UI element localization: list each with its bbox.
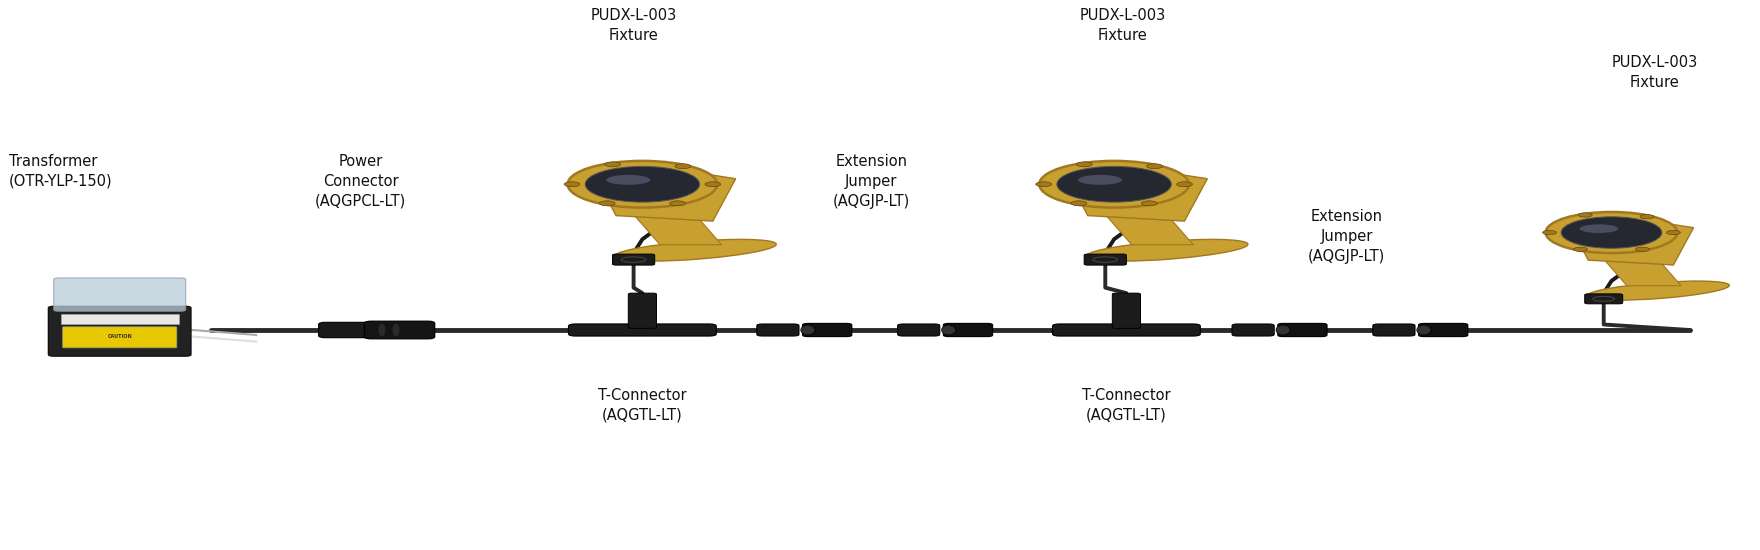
FancyBboxPatch shape [319, 322, 377, 338]
Circle shape [1142, 201, 1158, 206]
Text: Extension
Jumper
(AQGJP-LT): Extension Jumper (AQGJP-LT) [832, 154, 910, 208]
Ellipse shape [614, 239, 776, 261]
Circle shape [1070, 201, 1088, 206]
Ellipse shape [1040, 161, 1190, 207]
FancyBboxPatch shape [612, 254, 655, 265]
Ellipse shape [1086, 239, 1248, 261]
Circle shape [1077, 162, 1093, 167]
Ellipse shape [1276, 325, 1290, 335]
FancyBboxPatch shape [568, 324, 716, 336]
Ellipse shape [1561, 217, 1661, 248]
FancyBboxPatch shape [1584, 294, 1623, 304]
Circle shape [1635, 247, 1649, 251]
Circle shape [1640, 214, 1654, 219]
Circle shape [1667, 230, 1681, 235]
Polygon shape [595, 168, 736, 221]
Ellipse shape [1586, 281, 1730, 300]
FancyBboxPatch shape [1112, 293, 1140, 328]
FancyBboxPatch shape [628, 293, 656, 328]
FancyBboxPatch shape [1278, 323, 1327, 337]
Circle shape [1035, 182, 1052, 187]
FancyBboxPatch shape [803, 323, 852, 337]
FancyBboxPatch shape [898, 324, 940, 336]
Circle shape [598, 201, 616, 206]
FancyBboxPatch shape [1052, 324, 1200, 336]
Text: T-Connector
(AQGTL-LT): T-Connector (AQGTL-LT) [1082, 388, 1170, 422]
Text: Extension
Jumper
(AQGJP-LT): Extension Jumper (AQGJP-LT) [1308, 209, 1385, 263]
FancyBboxPatch shape [1373, 324, 1415, 336]
FancyBboxPatch shape [1232, 324, 1274, 336]
Circle shape [671, 201, 686, 206]
Ellipse shape [584, 166, 700, 202]
Circle shape [704, 182, 722, 187]
FancyBboxPatch shape [60, 314, 180, 324]
Ellipse shape [392, 323, 400, 337]
Circle shape [565, 182, 581, 187]
FancyBboxPatch shape [48, 306, 192, 356]
Ellipse shape [1417, 325, 1431, 335]
FancyBboxPatch shape [1419, 323, 1468, 337]
Polygon shape [634, 214, 722, 245]
Ellipse shape [1545, 212, 1677, 253]
FancyBboxPatch shape [53, 278, 187, 311]
Circle shape [674, 164, 690, 169]
Text: Power
Connector
(AQGPCL-LT): Power Connector (AQGPCL-LT) [315, 154, 407, 208]
Ellipse shape [1056, 166, 1172, 202]
Ellipse shape [1077, 175, 1123, 185]
Ellipse shape [605, 175, 651, 185]
Polygon shape [1105, 214, 1193, 245]
Ellipse shape [1580, 224, 1619, 233]
Circle shape [1579, 213, 1593, 217]
Circle shape [1146, 164, 1162, 169]
Text: T-Connector
(AQGTL-LT): T-Connector (AQGTL-LT) [598, 388, 686, 422]
Polygon shape [1603, 259, 1681, 286]
FancyBboxPatch shape [62, 327, 176, 348]
Ellipse shape [568, 161, 718, 207]
Text: CAUTION: CAUTION [107, 334, 132, 339]
Circle shape [1177, 182, 1193, 187]
Polygon shape [1067, 168, 1207, 221]
Ellipse shape [378, 323, 385, 337]
Ellipse shape [942, 325, 956, 335]
Circle shape [1542, 230, 1556, 235]
Text: PUDX-L-003
Fixture: PUDX-L-003 Fixture [1079, 8, 1167, 43]
FancyBboxPatch shape [943, 323, 993, 337]
FancyBboxPatch shape [1084, 254, 1126, 265]
Text: PUDX-L-003
Fixture: PUDX-L-003 Fixture [1610, 55, 1698, 90]
FancyBboxPatch shape [757, 324, 799, 336]
Circle shape [1573, 247, 1588, 251]
Circle shape [605, 162, 621, 167]
Text: Transformer
(OTR-YLP-150): Transformer (OTR-YLP-150) [9, 154, 113, 189]
Text: PUDX-L-003
Fixture: PUDX-L-003 Fixture [590, 8, 678, 43]
Polygon shape [1570, 218, 1693, 265]
Ellipse shape [801, 325, 815, 335]
FancyBboxPatch shape [364, 321, 435, 339]
